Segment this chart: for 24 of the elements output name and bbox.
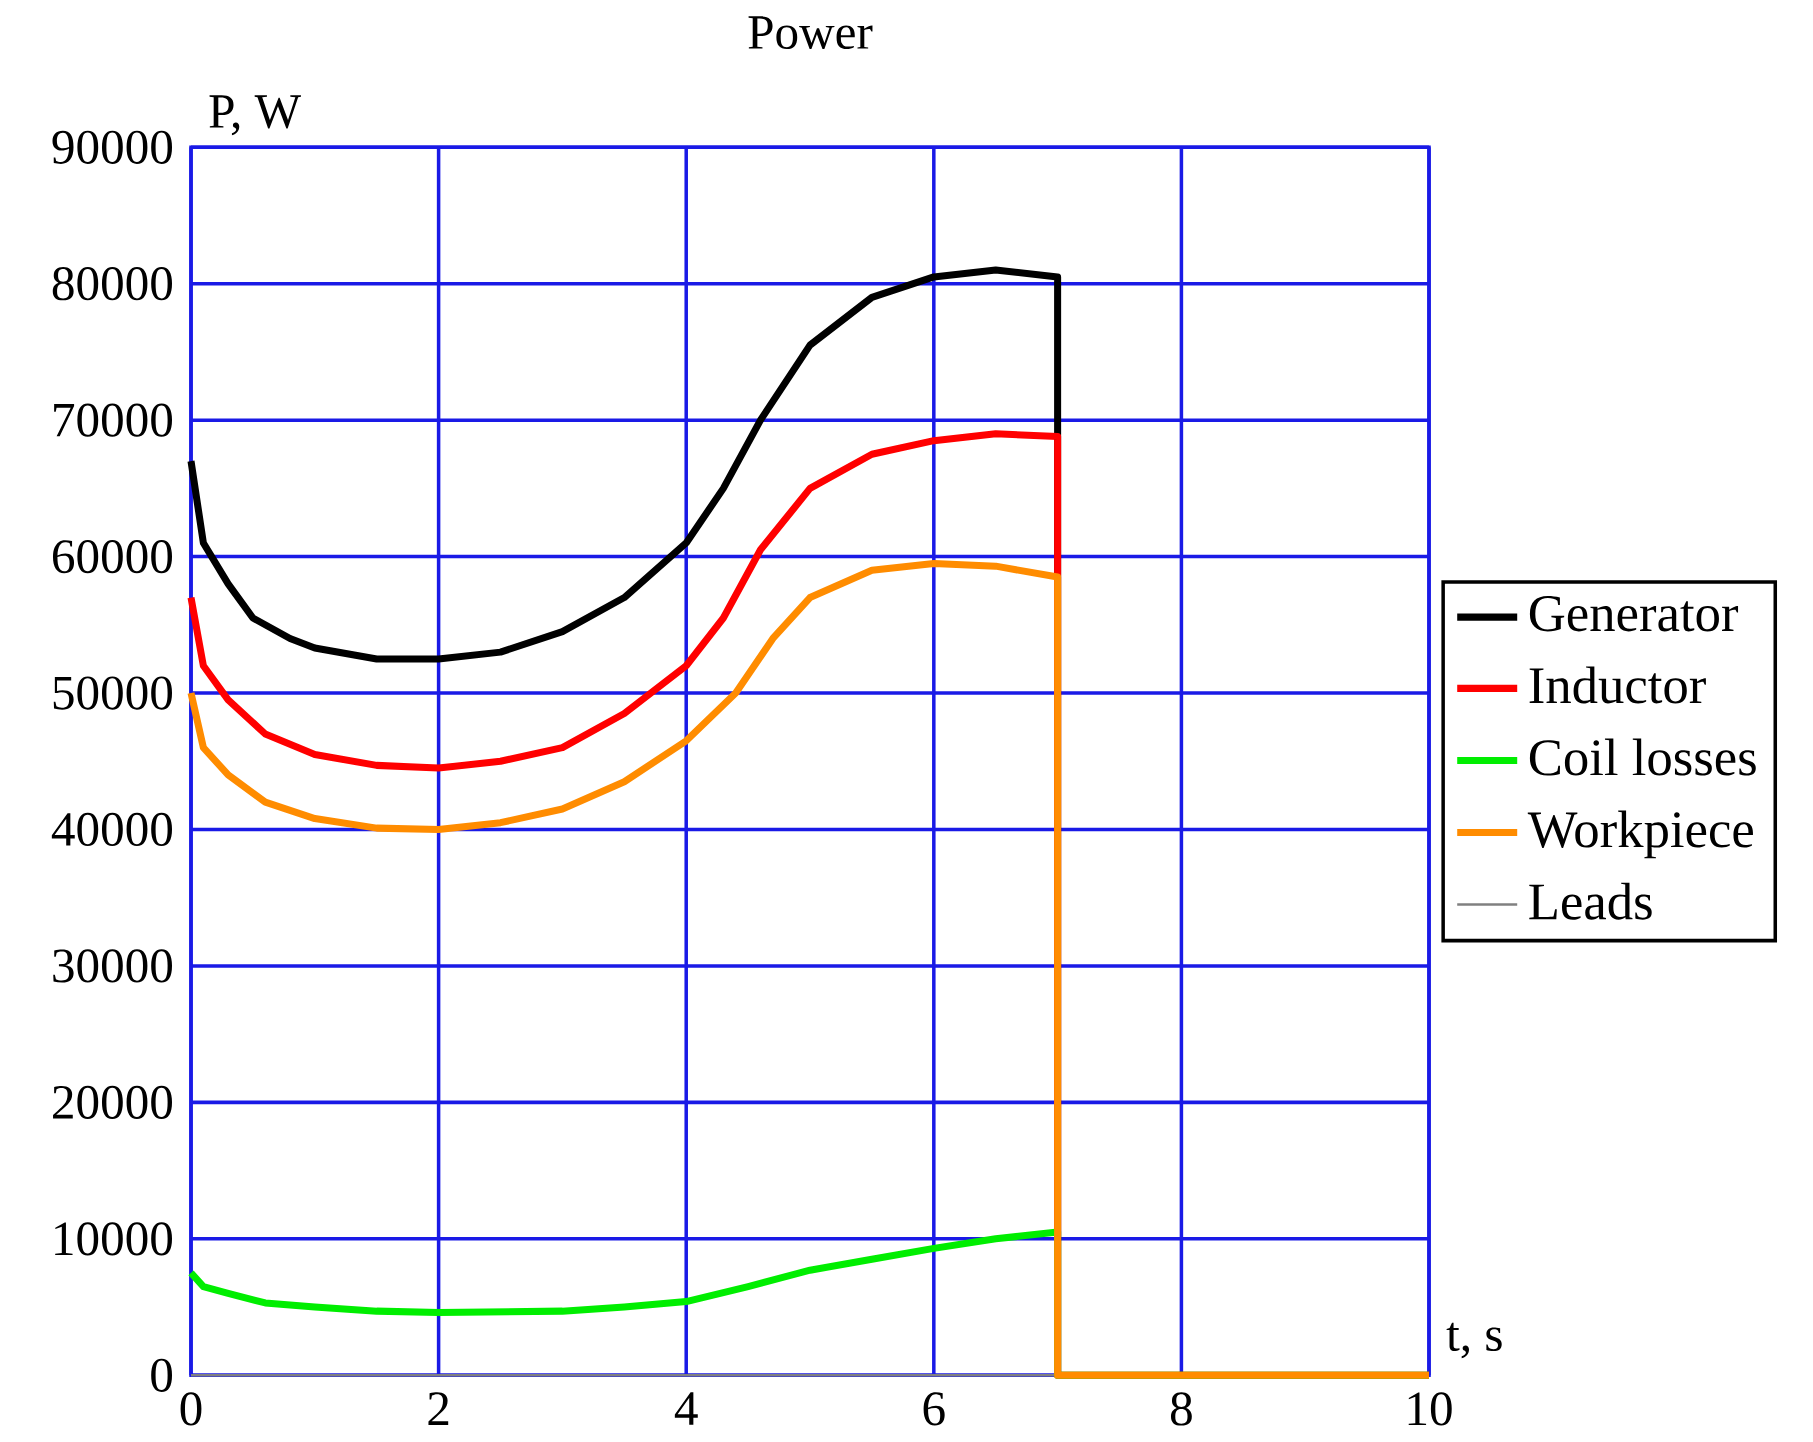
y-tick-label: 20000 xyxy=(53,1085,173,1120)
x-tick-label: 4 xyxy=(674,1392,698,1425)
y-tick-label: 90000 xyxy=(52,130,173,164)
y-tick-label: 30000 xyxy=(53,949,173,983)
y-tick-label: 40000 xyxy=(51,812,173,847)
y-axis-title: P, W xyxy=(209,95,301,136)
legend-label: Generator xyxy=(1529,596,1739,632)
chart-title: Power xyxy=(748,16,873,50)
x-axis-title: t, s xyxy=(1446,1322,1502,1359)
y-tick-label: 50000 xyxy=(53,676,173,710)
x-tick-label: 6 xyxy=(923,1392,945,1426)
y-tick-label: 80000 xyxy=(52,267,173,301)
y-tick-label: 60000 xyxy=(52,540,173,574)
legend-label: Inductor xyxy=(1529,666,1706,704)
legend-label: Coil losses xyxy=(1529,738,1756,776)
x-tick-label: 10 xyxy=(1408,1392,1452,1426)
x-tick-label: 0 xyxy=(180,1392,202,1426)
x-tick-label: 2 xyxy=(428,1392,449,1425)
legend-label: Leads xyxy=(1529,882,1652,920)
legend-label: Workpiece xyxy=(1527,810,1753,859)
x-tick-label: 8 xyxy=(1170,1392,1192,1426)
y-tick-label: 70000 xyxy=(54,403,173,437)
y-tick-label: 0 xyxy=(151,1358,173,1392)
y-tick-label: 10000 xyxy=(55,1222,173,1256)
